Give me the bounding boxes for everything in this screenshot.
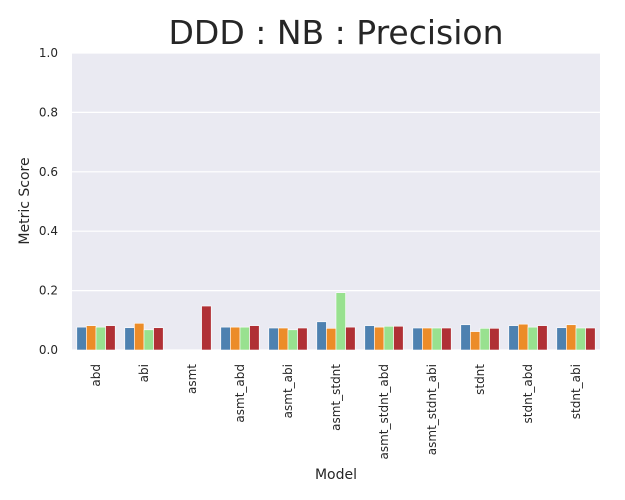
bar-stdnt_abi-series-3	[575, 327, 586, 351]
bar-abd-series-1	[76, 326, 87, 351]
bar-asmt_abi-series-4	[297, 327, 308, 351]
x-tick-label: abd	[89, 364, 103, 387]
bar-stdnt_abi-series-4	[585, 327, 596, 351]
x-axis-ticks: abd abi asmt asmt_abd asmt_abi asmt_stdnt asmt…	[89, 364, 583, 460]
bar-stdnt_abi-series-1	[556, 327, 567, 351]
bar-asmt_abi-series-1	[268, 327, 279, 351]
chart-title: DDD : NB : Precision	[169, 13, 504, 52]
x-tick-label: stdnt_abd	[521, 364, 535, 423]
bar-asmt_stdnt_abi-series-1	[412, 327, 423, 351]
x-tick-label: asmt_stdnt	[329, 364, 343, 431]
y-tick-label: 0.6	[39, 165, 58, 179]
bar-asmt_abd-series-3	[239, 326, 250, 351]
bar-asmt_stdnt_abd-series-1	[364, 325, 375, 351]
bars	[76, 292, 596, 351]
y-tick-label: 0.8	[39, 105, 58, 119]
bar-abd-series-2	[86, 325, 97, 351]
bar-asmt_abi-series-3	[287, 329, 298, 351]
bar-stdnt_abd-series-3	[527, 326, 538, 351]
bar-abi-series-1	[124, 327, 135, 351]
bar-asmt_stdnt_abi-series-3	[431, 327, 442, 351]
x-tick-label: asmt_abd	[233, 364, 247, 423]
y-axis-label: Metric Score	[17, 157, 33, 244]
bar-asmt_stdnt_abd-series-3	[383, 325, 394, 351]
bar-asmt_abd-series-2	[230, 326, 241, 351]
bar-asmt_stdnt-series-2	[326, 328, 337, 351]
bar-asmt-series-4	[201, 305, 212, 351]
bar-asmt_abd-series-1	[220, 326, 231, 351]
x-tick-label: asmt	[185, 364, 199, 394]
bar-asmt_stdnt_abi-series-4	[441, 327, 452, 351]
x-tick-label: stdnt	[473, 364, 487, 395]
bar-stdnt_abd-series-2	[518, 323, 529, 351]
bar-abi-series-2	[134, 322, 145, 351]
x-axis-label: Model	[315, 467, 357, 483]
bar-abd-series-3	[95, 326, 106, 351]
y-tick-label: 0.2	[39, 284, 58, 298]
bar-asmt_abd-series-4	[249, 325, 260, 351]
x-tick-label: asmt_stdnt_abd	[377, 364, 391, 459]
bar-abi-series-4	[153, 327, 164, 351]
y-tick-label: 0.4	[39, 224, 58, 238]
bar-abd-series-4	[105, 325, 116, 351]
y-tick-label: 0.0	[39, 343, 58, 357]
bar-asmt_stdnt-series-1	[316, 321, 327, 351]
bar-asmt_stdnt_abd-series-4	[393, 325, 404, 351]
x-tick-label: asmt_stdnt_abi	[425, 364, 439, 455]
bar-asmt_stdnt_abi-series-2	[422, 327, 433, 351]
bar-stdnt-series-1	[460, 324, 471, 351]
bar-asmt_stdnt_abd-series-2	[374, 326, 385, 351]
bar-asmt_stdnt-series-3	[335, 292, 346, 351]
bar-asmt_abi-series-2	[278, 327, 289, 351]
bar-stdnt_abd-series-1	[508, 325, 519, 351]
bar-stdnt-series-4	[489, 328, 500, 351]
bar-stdnt_abd-series-4	[537, 325, 548, 351]
y-tick-label: 1.0	[39, 46, 58, 60]
x-tick-label: abi	[137, 364, 151, 382]
bar-asmt_stdnt-series-4	[345, 326, 356, 351]
bar-stdnt-series-3	[479, 328, 490, 351]
bar-stdnt-series-2	[470, 331, 481, 351]
y-axis-ticks: 0.0 0.2 0.4 0.6 0.8 1.0	[39, 46, 58, 357]
bar-stdnt_abi-series-2	[566, 324, 577, 351]
x-tick-label: asmt_abi	[281, 364, 295, 418]
x-tick-label: stdnt_abi	[569, 364, 583, 419]
bar-abi-series-3	[143, 329, 154, 351]
